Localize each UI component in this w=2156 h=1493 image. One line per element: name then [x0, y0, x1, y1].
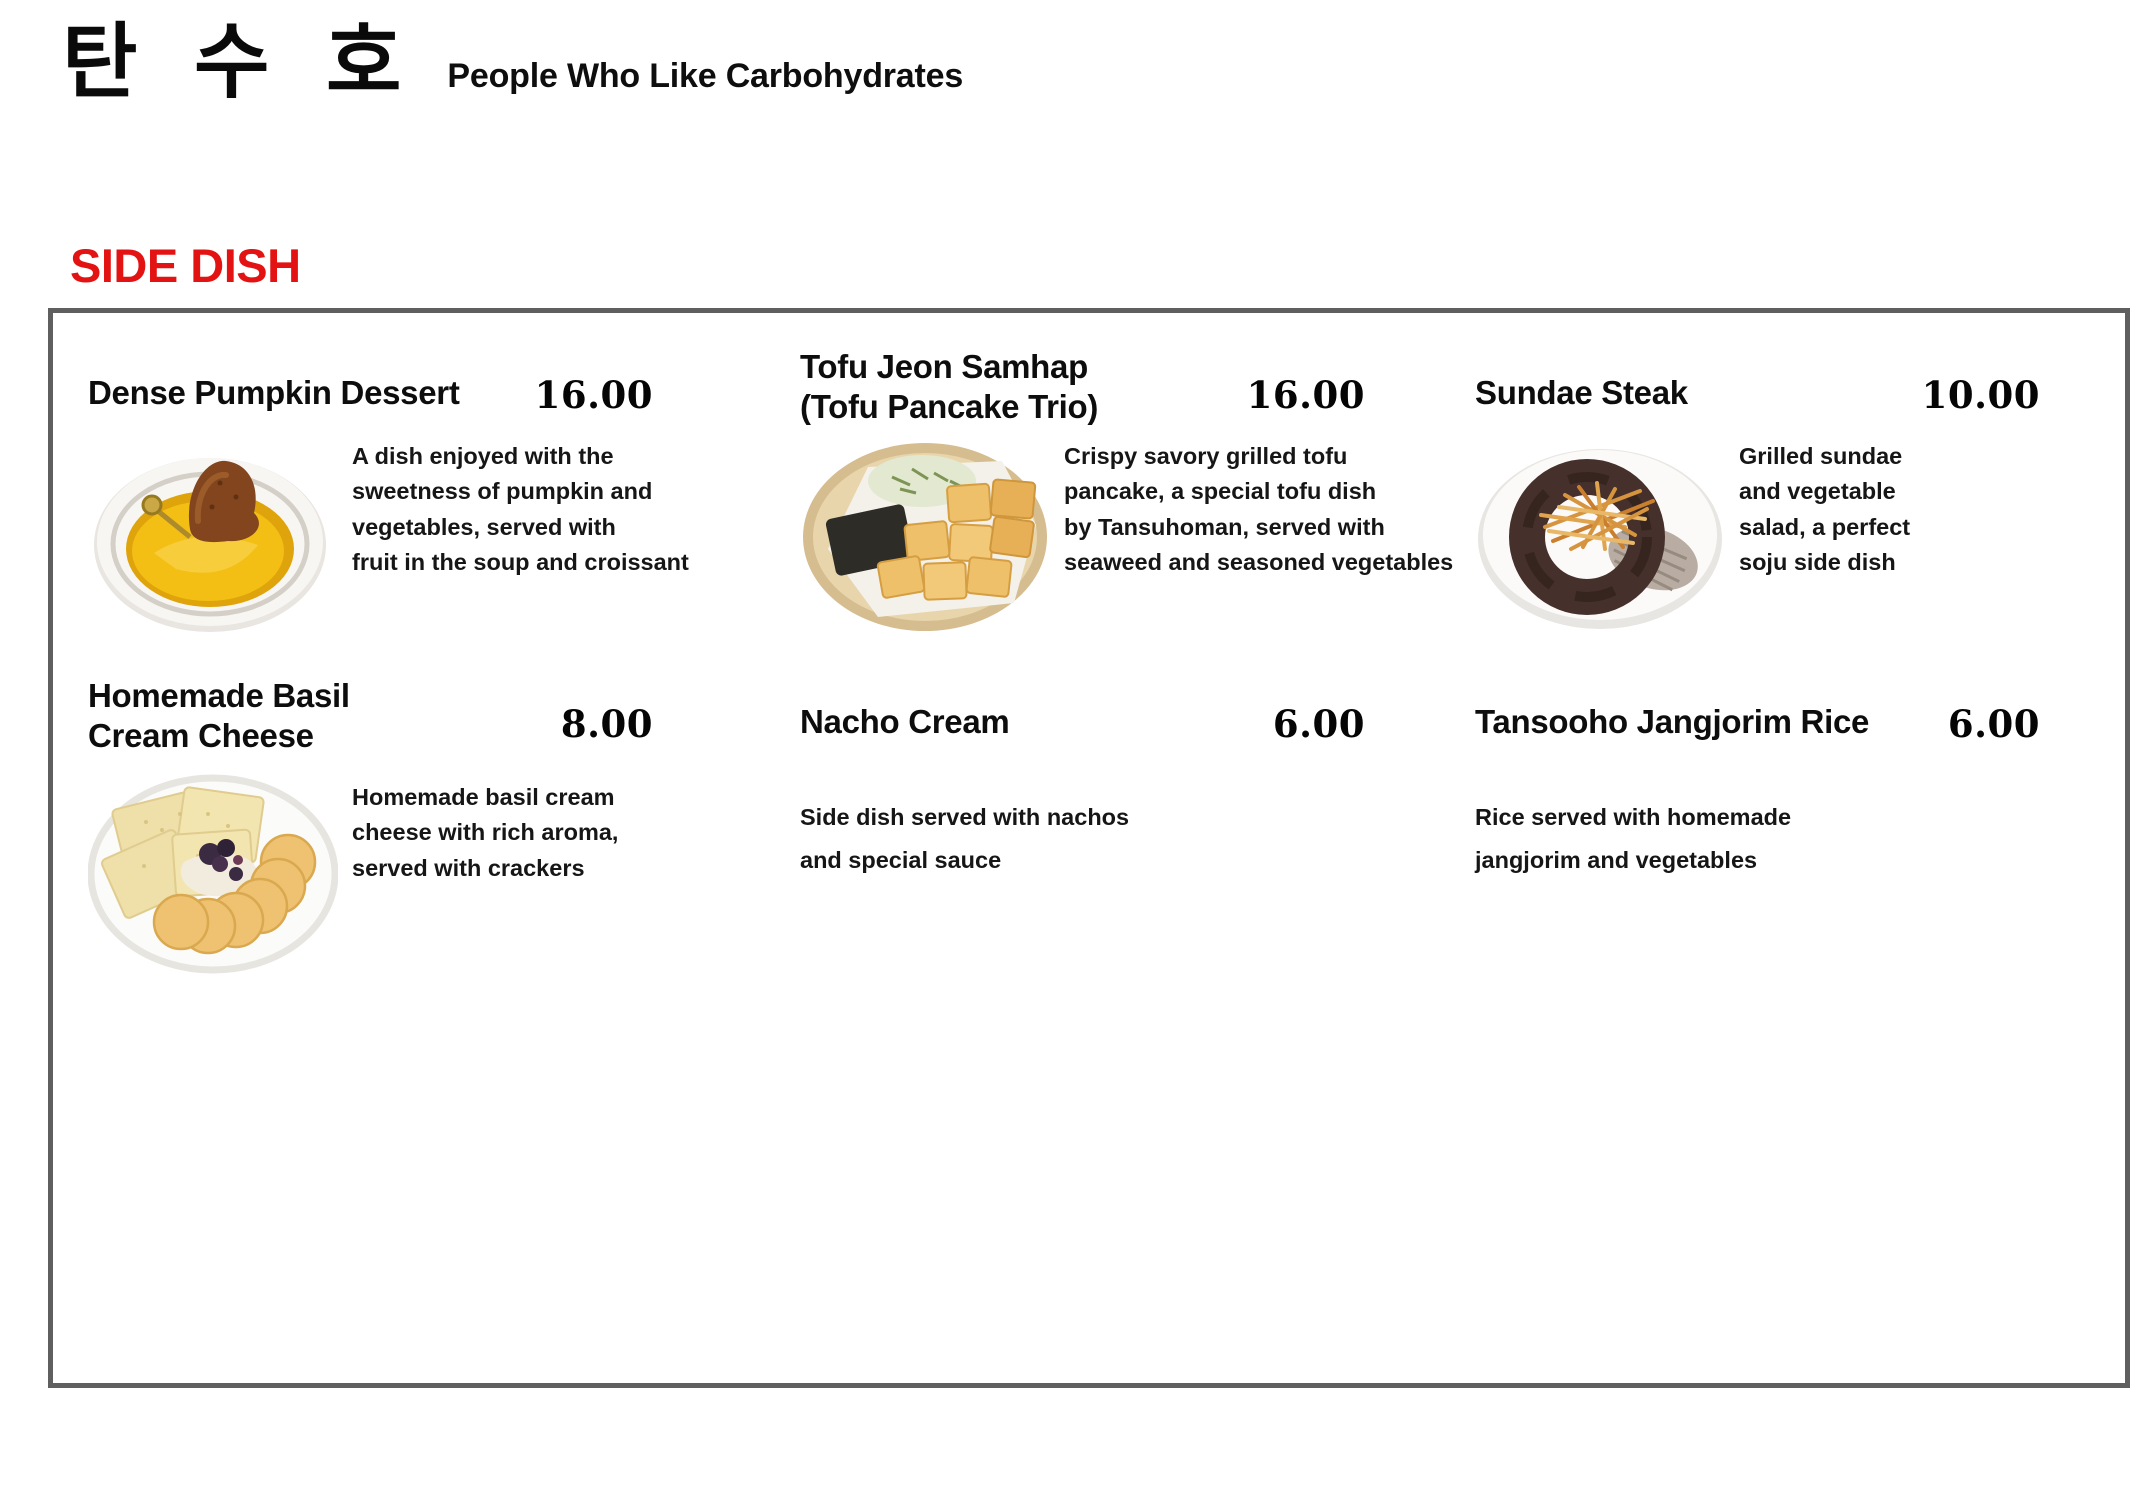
item-body: Side dish served with nachos and special… [800, 760, 1475, 883]
item-price: 16.00 [1246, 373, 1365, 417]
brand-logo: 탄 수 호 [62, 15, 416, 110]
item-description: Homemade basil cream cheese with rich ar… [352, 784, 619, 881]
item-name: Tansooho Jangjorim Rice [1475, 703, 1870, 740]
item-description: A dish enjoyed with the sweetness of pum… [352, 443, 689, 575]
item-body: Grilled sundae and vegetable salad, a pe… [1475, 431, 2110, 636]
menu-item-tansooho-jangjorim-rice: Tansooho Jangjorim Rice 6.00 Rice served… [1475, 702, 2110, 985]
item-description: Crispy savory grilled tofu pancake, a sp… [1064, 443, 1454, 575]
item-name: Sundae Steak [1475, 374, 1688, 411]
item-body: Rice served with homemade jangjorim and … [1475, 760, 2110, 883]
item-price: 6.00 [1947, 702, 2040, 746]
item-description: Side dish served with nachos and special… [800, 804, 1130, 874]
item-header: Dense Pumpkin Dessert 16.00 [88, 373, 653, 431]
item-name: Homemade Basil Cream Cheese [88, 677, 350, 755]
brand-tagline: People Who Like Carbohydrates [447, 57, 964, 95]
brand-header: 탄 수 호 People Who Like Carbohydrates [62, 22, 963, 104]
item-header: Nacho Cream 6.00 [800, 702, 1365, 760]
item-price: 16.00 [534, 373, 653, 417]
item-description: Grilled sundae and vegetable salad, a pe… [1739, 443, 1911, 575]
menu-item-tofu-jeon-samhap: Tofu Jeon Samhap (Tofu Pancake Trio) 16.… [800, 348, 1475, 636]
item-body: Homemade basil cream cheese with rich ar… [88, 760, 800, 985]
item-price: 8.00 [560, 702, 653, 746]
item-header: Tansooho Jangjorim Rice 6.00 [1475, 702, 2040, 760]
item-price: 10.00 [1921, 373, 2040, 417]
menu-item-sundae-steak: Sundae Steak 10.00 [1475, 373, 2110, 636]
item-name: Nacho Cream [800, 703, 1010, 740]
basil-cream-cheese-photo [88, 774, 338, 974]
item-header: Sundae Steak 10.00 [1475, 373, 2040, 431]
item-name: Tofu Jeon Samhap (Tofu Pancake Trio) [800, 348, 1099, 426]
menu-item-homemade-basil-cream-cheese: Homemade Basil Cream Cheese 8.00 [88, 677, 800, 985]
section-title: SIDE DISH [70, 239, 301, 292]
menu-board: Dense Pumpkin Dessert 16.00 [48, 308, 2130, 1388]
menu-item-dense-pumpkin-dessert: Dense Pumpkin Dessert 16.00 [88, 373, 800, 636]
item-name: Dense Pumpkin Dessert [88, 374, 460, 411]
item-body: Crispy savory grilled tofu pancake, a sp… [800, 431, 1475, 636]
sundae-steak-photo [1478, 449, 1722, 629]
item-price: 6.00 [1272, 702, 1365, 746]
pumpkin-dessert-photo [94, 458, 326, 632]
menu-item-nacho-cream: Nacho Cream 6.00 Side dish served with n… [800, 702, 1475, 985]
tofu-jeon-photo [803, 443, 1047, 631]
item-header: Homemade Basil Cream Cheese 8.00 [88, 677, 653, 760]
item-body: A dish enjoyed with the sweetness of pum… [88, 431, 800, 636]
item-header: Tofu Jeon Samhap (Tofu Pancake Trio) 16.… [800, 348, 1365, 431]
item-description: Rice served with homemade jangjorim and … [1475, 804, 1792, 874]
menu-grid: Dense Pumpkin Dessert 16.00 [53, 313, 2125, 1005]
